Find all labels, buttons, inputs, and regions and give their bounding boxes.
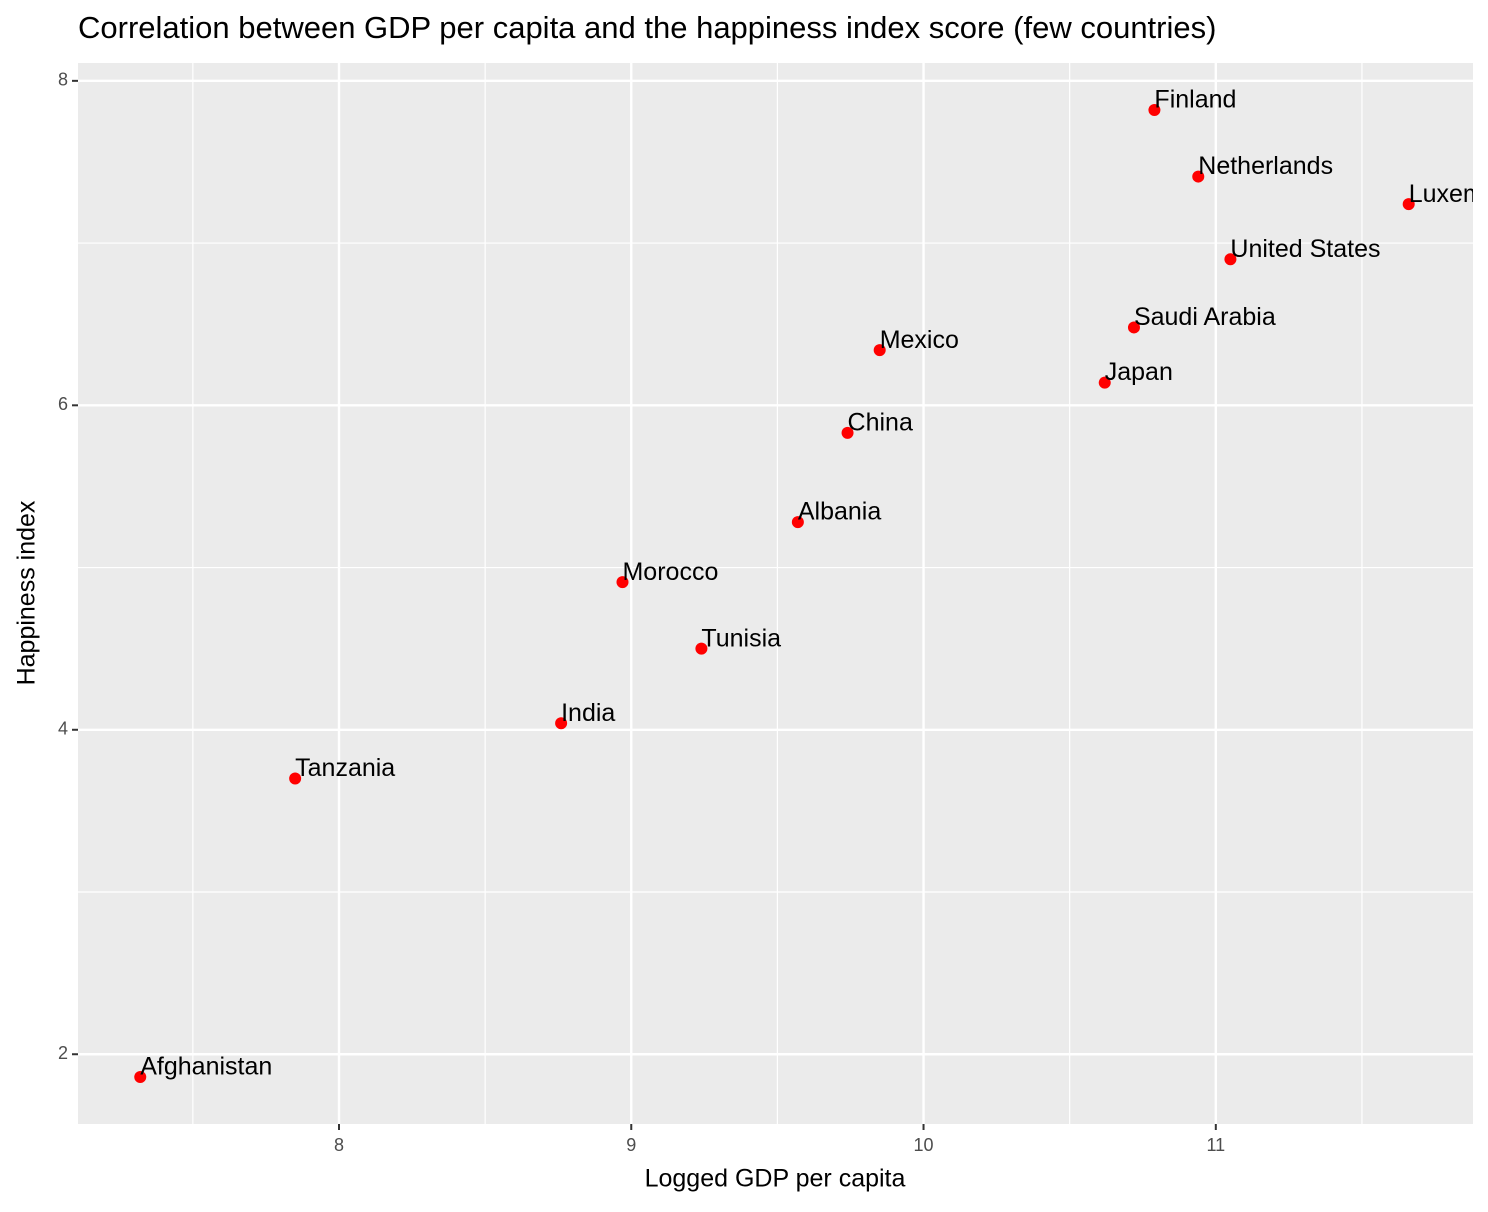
point [289, 772, 302, 785]
point [555, 717, 568, 730]
point [616, 576, 629, 589]
point-label: India [561, 699, 615, 727]
point [1224, 253, 1237, 266]
point-label: Luxembourg [1409, 180, 1488, 208]
point [791, 516, 804, 529]
point [873, 344, 886, 357]
point-label: Netherlands [1198, 152, 1333, 180]
point-label: United States [1230, 235, 1380, 263]
chart-title: Correlation between GDP per capita and t… [78, 10, 1216, 45]
point [134, 1070, 147, 1083]
grid [78, 63, 1473, 1124]
point [1192, 170, 1205, 183]
point [1127, 321, 1140, 334]
x-tick-label: 11 [1206, 1135, 1225, 1155]
point [695, 642, 708, 655]
panel [78, 63, 1473, 1124]
point-label: Saudi Arabia [1134, 303, 1276, 331]
point-label: Tanzania [295, 754, 395, 782]
y-tick-label: 8 [58, 70, 68, 90]
point-label: Afghanistan [140, 1053, 272, 1081]
x-axis-label: Logged GDP per capita [645, 1165, 906, 1193]
point-label: Mexico [880, 326, 959, 354]
point [1402, 198, 1415, 211]
point-label: China [848, 408, 913, 436]
point-label: Albania [798, 498, 881, 526]
point [1098, 376, 1111, 389]
point-label: Tunisia [701, 624, 781, 652]
point-label: Morocco [622, 558, 718, 586]
point-label: Finland [1154, 86, 1236, 114]
point [841, 426, 854, 439]
point [1148, 104, 1161, 117]
x-tick-label: 10 [914, 1135, 934, 1155]
x-tick-label: 8 [334, 1135, 344, 1155]
y-tick-label: 2 [58, 1043, 68, 1063]
y-axis-label: Happiness index [13, 500, 41, 685]
y-tick-label: 4 [58, 719, 68, 739]
point-label: Japan [1105, 358, 1173, 386]
x-tick-label: 9 [626, 1135, 636, 1155]
y-tick-label: 6 [58, 394, 68, 414]
plot-area: Afghanistan Tanzania India Morocco Tunisia Al… [134, 86, 1488, 1083]
